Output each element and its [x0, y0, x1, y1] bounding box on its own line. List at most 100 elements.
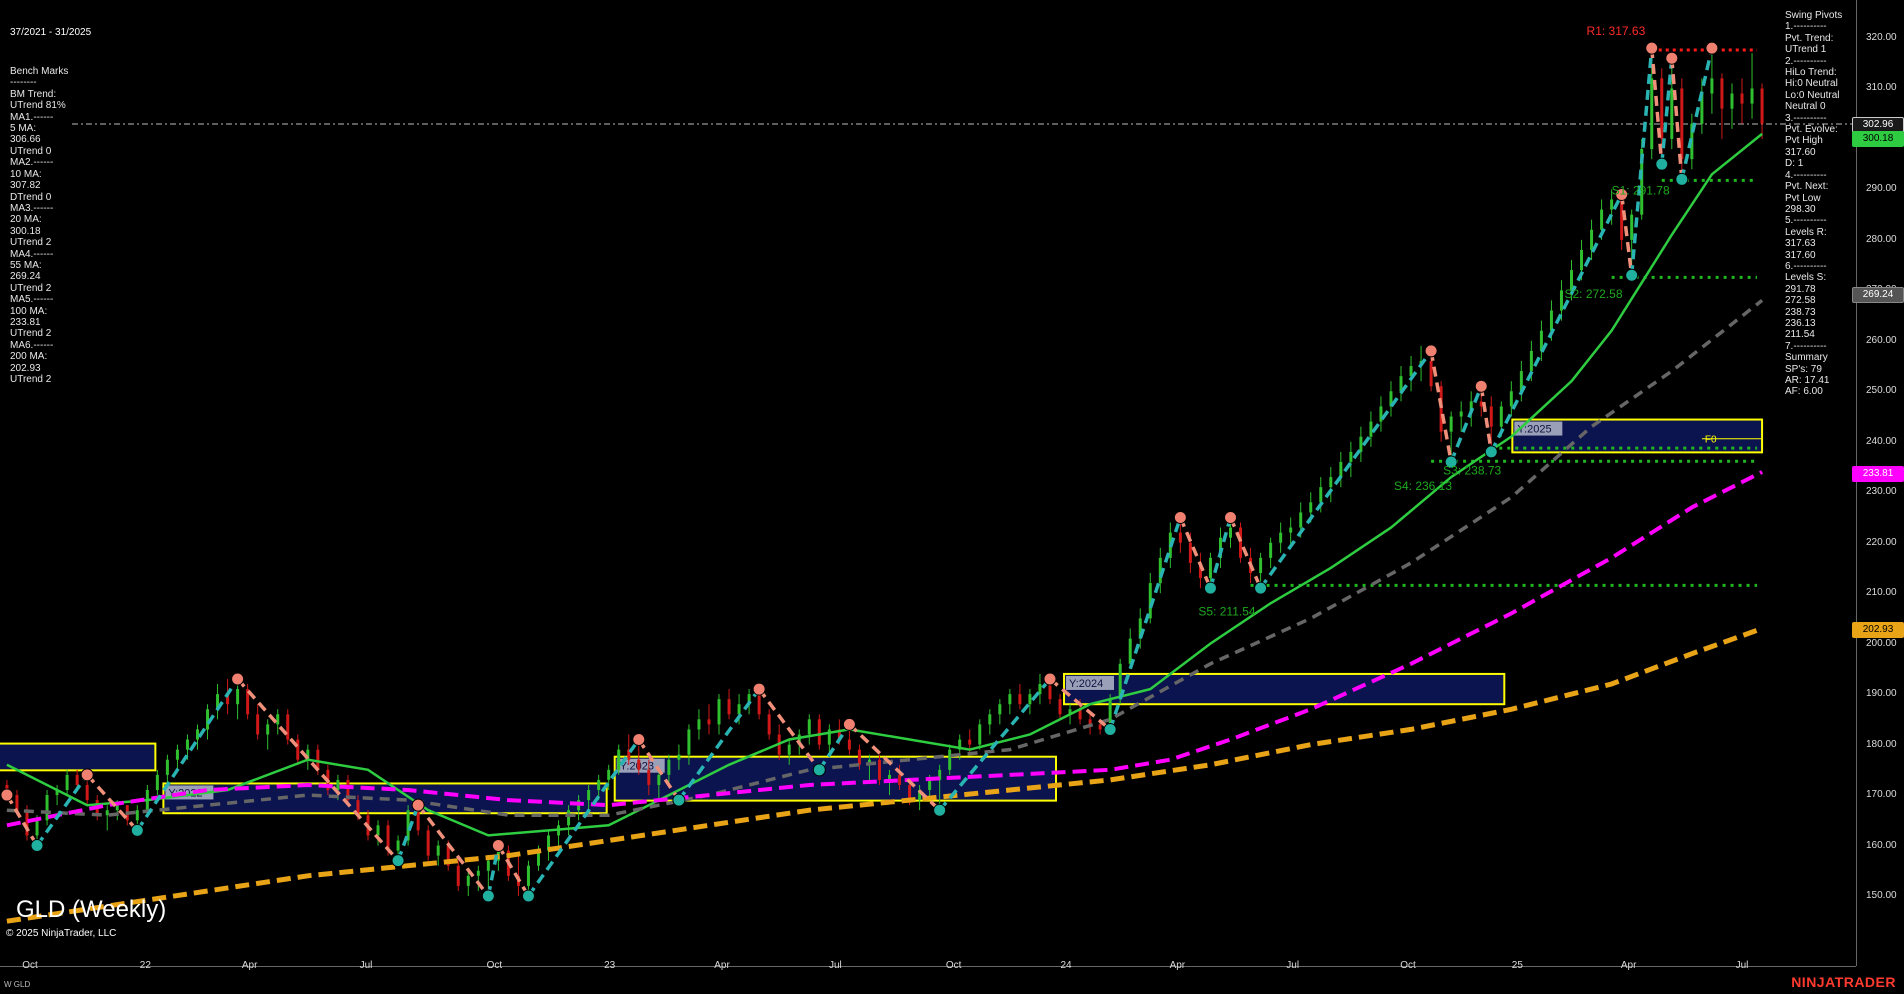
swing-pivot-line: 5.----------	[1785, 215, 1827, 227]
year-range-box	[0, 742, 157, 772]
swing-pivot-line: 2.----------	[1785, 55, 1827, 67]
candle-body	[35, 820, 39, 836]
candle-body	[1449, 416, 1453, 432]
time-tick-label: 23	[604, 960, 616, 971]
swing-pivot-line: HiLo Trend:	[1785, 67, 1837, 79]
swing-pivot-line: Hi:0 Neutral	[1785, 78, 1838, 90]
candle-body	[1259, 557, 1263, 573]
swing-high-marker	[632, 733, 646, 747]
support-label: S4: 236.13	[1394, 479, 1452, 493]
candle-body	[165, 759, 169, 775]
swing-low-marker	[130, 823, 144, 837]
price-tag: 233.81	[1852, 466, 1904, 482]
swing-high-marker	[1705, 41, 1719, 55]
bench-mark-line: 55 MA:	[10, 259, 42, 271]
candle-body	[948, 749, 952, 770]
swing-pivot-line: 238.73	[1785, 306, 1816, 318]
price-tag: 269.24	[1852, 287, 1904, 304]
bench-mark-line: 233.81	[10, 316, 41, 328]
bench-mark-line: 5 MA:	[10, 123, 37, 135]
swing-leg-line	[1649, 47, 1664, 165]
candle-body	[1108, 699, 1112, 730]
year-range-box	[1063, 672, 1506, 706]
candle-body	[1078, 709, 1082, 720]
swing-pivot-line: 211.54	[1785, 329, 1815, 341]
swing-pivot-line: 317.60	[1785, 146, 1816, 158]
support-label: S2: 272.58	[1564, 287, 1622, 301]
price-tick-label: 280.00	[1866, 233, 1897, 245]
swing-leg-line	[5, 794, 39, 847]
swing-leg-line	[1048, 677, 1112, 731]
swing-leg-line	[416, 804, 490, 898]
candle-body	[928, 779, 932, 791]
swing-pivot-line: 7.----------	[1785, 340, 1827, 352]
candle-body	[767, 714, 771, 735]
time-tick-label: Oct	[486, 960, 503, 971]
swing-low-marker	[1203, 581, 1217, 595]
swing-high-marker	[1173, 510, 1187, 524]
candle-body	[356, 800, 360, 816]
candle-body	[1008, 694, 1012, 705]
support-label: S3: 238.73	[1443, 464, 1501, 478]
candle-body	[1459, 411, 1463, 417]
candle-body	[1600, 209, 1604, 230]
candle-body	[1750, 88, 1754, 104]
swing-pivot-line: Neutral 0	[1785, 101, 1826, 113]
time-tick-label: Apr	[1620, 960, 1637, 971]
candle-body	[1549, 310, 1553, 331]
bench-mark-line: 307.82	[10, 180, 41, 192]
candle-body	[446, 845, 450, 866]
price-tick-label: 230.00	[1866, 486, 1897, 498]
candle-body	[988, 714, 992, 725]
candle-body	[226, 694, 230, 705]
swing-pivot-line: 291.78	[1785, 283, 1816, 295]
candle-body	[1620, 199, 1624, 240]
price-tick-label: 180.00	[1866, 738, 1897, 750]
candle-body	[1028, 694, 1032, 705]
swing-leg-line	[135, 678, 240, 832]
candle-body	[617, 749, 621, 770]
candle-body	[817, 719, 821, 745]
time-tick-label: Jul	[1286, 960, 1300, 971]
candle-body	[657, 774, 661, 785]
candle-body	[1178, 532, 1182, 543]
swing-high-marker	[1645, 41, 1659, 55]
time-tick-label: Oct	[1400, 960, 1416, 971]
time-tick-label: Oct	[22, 960, 38, 971]
candle-body	[45, 795, 49, 821]
candle-body	[25, 810, 29, 836]
swing-high-marker	[1224, 510, 1238, 524]
candle-body	[346, 779, 350, 801]
candle-body	[376, 825, 380, 836]
swing-low-marker	[933, 803, 947, 817]
year-range-box	[613, 755, 1057, 802]
swing-low-marker	[1444, 455, 1458, 469]
resistance-label: R1: 317.63	[1587, 24, 1646, 38]
moving-average-line	[6, 470, 1764, 828]
candle-body	[587, 790, 591, 801]
candle-body	[1198, 562, 1202, 579]
candle-body	[1439, 386, 1443, 432]
candle-body	[266, 724, 270, 735]
swing-leg-line	[1680, 47, 1714, 180]
candle-body	[55, 790, 59, 796]
candle-body	[1730, 93, 1734, 109]
candle-body	[1760, 88, 1764, 124]
candle-body	[1519, 371, 1523, 392]
candle-body	[486, 860, 490, 871]
swing-leg-line	[757, 688, 821, 771]
bench-mark-line: MA4.------	[10, 248, 54, 260]
candle-body	[526, 865, 530, 886]
candle-body	[1650, 78, 1654, 150]
swing-pivot-line: 298.30	[1785, 203, 1816, 215]
candle-body	[1499, 406, 1503, 427]
candle-body	[847, 739, 851, 750]
price-chart[interactable]: Y:2022 Y:2023 Y:2024 Y:2025 R1: 317.63 S1: 29…	[0, 0, 1856, 966]
swing-leg-line	[85, 773, 139, 832]
support-label: S5: 211.54	[1198, 604, 1255, 618]
candle-body	[1389, 391, 1393, 407]
swing-leg-line	[396, 804, 420, 862]
swing-leg-line	[677, 688, 761, 802]
candle-body	[1700, 93, 1704, 124]
